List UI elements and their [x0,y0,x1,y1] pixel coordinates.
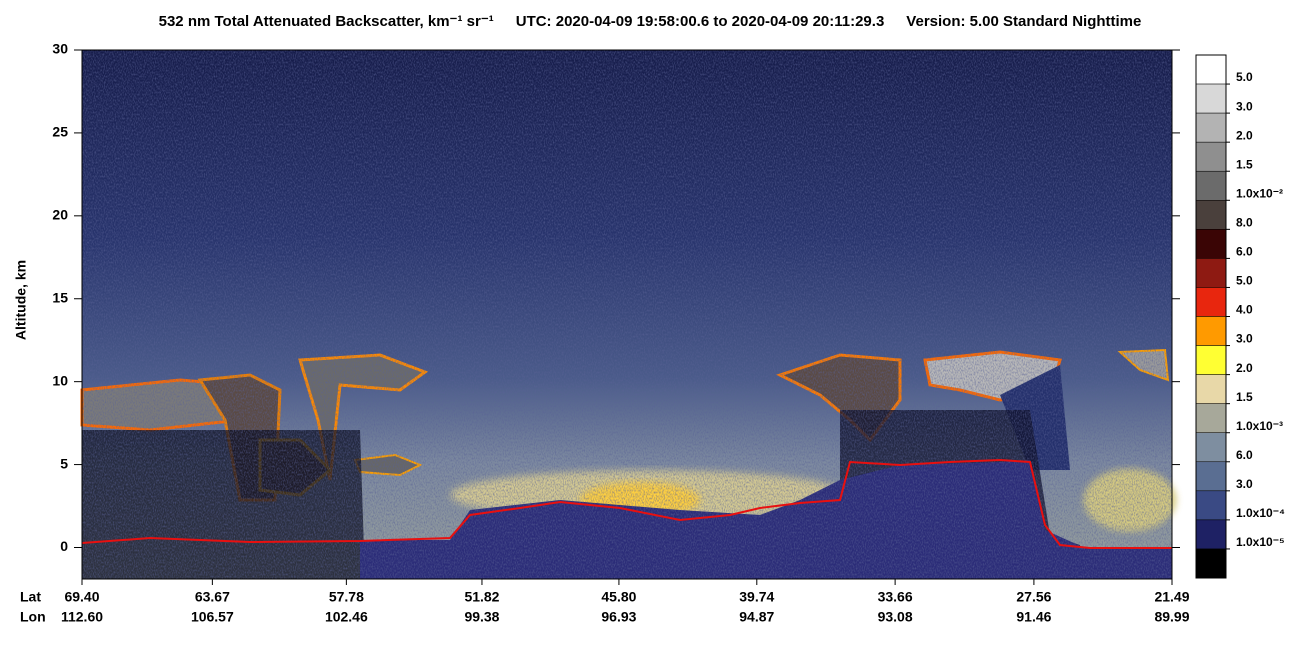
version: Version: 5.00 Standard Nighttime [906,13,1141,30]
x-tick-label: 21.49 [1154,589,1189,605]
y-axis-label: Altitude, km [13,260,29,340]
y-tick-label: 20 [52,207,68,223]
x-tick-label: 45.80 [601,589,636,605]
x2-tick-label: 91.46 [1016,609,1051,625]
x2-tick-label: 96.93 [601,609,636,625]
title: 532 nm Total Attenuated Backscatter, km⁻… [159,13,494,30]
x-tick-label: 33.66 [878,589,913,605]
colorbar-swatch [1195,258,1227,288]
colorbar-swatch [1195,83,1227,114]
y-tick-label: 30 [52,41,68,57]
time-range: UTC: 2020-04-09 19:58:00.6 to 2020-04-09… [516,13,885,30]
x-tick-label: 51.82 [464,589,499,605]
colorbar-swatch [1195,519,1227,550]
colorbar-swatch [1195,287,1227,317]
colorbar-label: 1.0x10⁻² [1236,186,1283,200]
colorbar-swatch [1195,548,1227,579]
x2-tick-label: 106.57 [191,609,234,625]
colorbar-swatch [1195,432,1227,463]
colorbar-swatch [1195,200,1227,230]
colorbar-swatch [1195,374,1227,404]
colorbar-label: 2.0 [1236,361,1253,375]
x2-tick-label: 93.08 [878,609,913,625]
x-tick-label: 57.78 [329,589,364,605]
colorbar-swatch [1195,170,1227,201]
y-tick-label: 5 [60,455,68,471]
colorbar-label: 1.5 [1236,390,1253,404]
colorbar-label: 1.0x10⁻³ [1236,419,1283,433]
x-tick-label: 27.56 [1016,589,1051,605]
colorbar-label: 6.0 [1236,448,1253,462]
colorbar-swatch [1195,490,1227,521]
colorbar-label: 3.0 [1236,477,1253,491]
colorbar-swatch [1195,141,1227,172]
x2-tick-label: 94.87 [739,609,774,625]
colorbar-label: 6.0 [1236,245,1253,259]
x-tick-label: 69.40 [64,589,99,605]
colorbar-swatch [1195,54,1227,85]
colorbar-swatch [1195,345,1227,375]
x2-tick-label: 89.99 [1154,609,1189,625]
x-tick-label: 39.74 [739,589,774,605]
y-tick-label: 25 [52,124,68,140]
colorbar-swatch [1195,461,1227,492]
colorbar-swatch [1195,229,1227,259]
plot-frame [81,49,1173,580]
x2-tick-label: 112.60 [61,609,103,625]
colorbar-label: 4.0 [1236,303,1253,317]
colorbar-label: 3.0 [1236,99,1253,113]
x2-tick-label: 99.38 [464,609,499,625]
y-tick-label: 0 [60,538,68,554]
colorbar-label: 1.0x10⁻⁴ [1236,506,1285,520]
colorbar-label: 1.5 [1236,157,1253,171]
x-tick-label: 63.67 [195,589,230,605]
colorbar-label: 1.0x10⁻⁵ [1236,535,1285,549]
x2-tick-label: 102.46 [325,609,368,625]
y-tick-label: 10 [52,372,68,388]
curtain-image [80,50,1175,579]
colorbar-frame [1195,54,1227,579]
colorbar-swatch [1195,112,1227,143]
colorbar-label: 3.0 [1236,332,1253,346]
colorbar-swatch [1195,316,1227,346]
colorbar-label: 2.0 [1236,128,1253,142]
x-row-label: Lat [20,589,41,605]
colorbar-label: 5.0 [1236,274,1253,288]
chart-title: 532 nm Total Attenuated Backscatter, km⁻… [159,13,1142,30]
y-tick-label: 15 [52,289,68,305]
colorbar-label: 8.0 [1236,216,1253,230]
colorbar-swatch [1195,403,1227,433]
colorbar-label: 5.0 [1236,70,1253,84]
x-row-label: Lon [20,609,46,625]
